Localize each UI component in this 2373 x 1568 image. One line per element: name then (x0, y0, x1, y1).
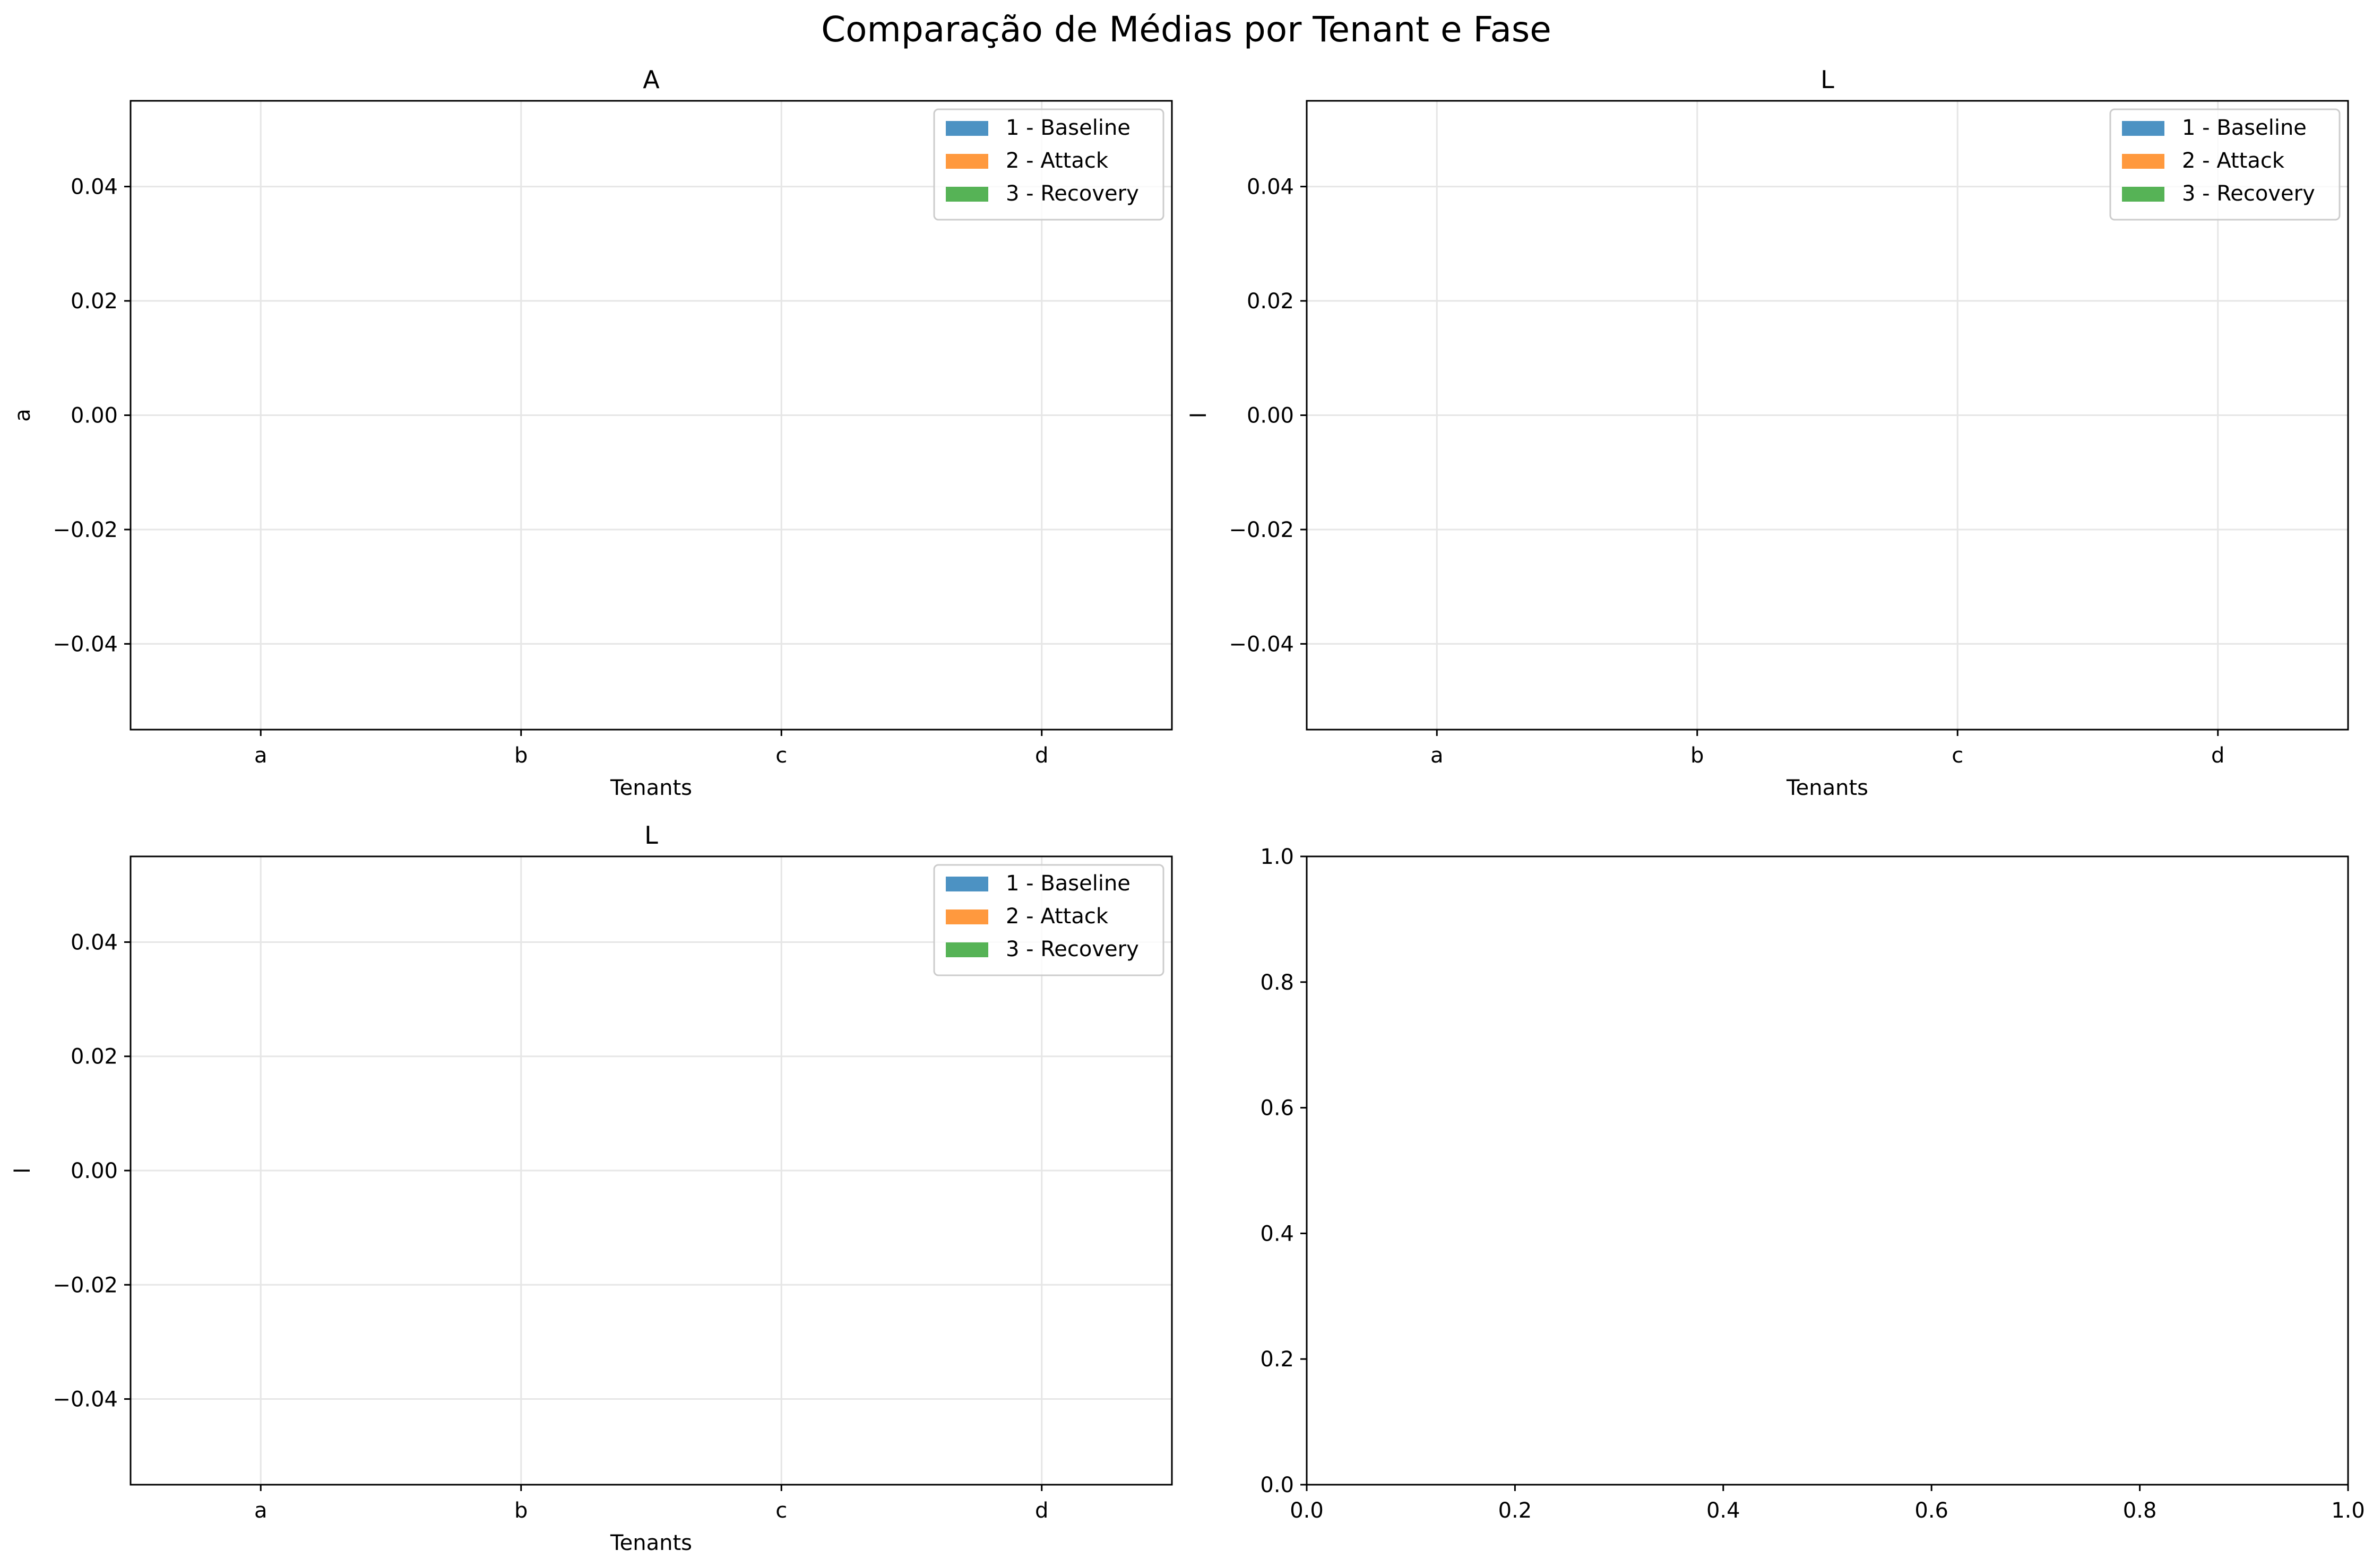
legend-label: 1 - Baseline (2182, 116, 2307, 140)
subplot-title: L (1820, 65, 1834, 94)
y-tick-label: 0.04 (1247, 175, 1294, 200)
x-tick-label: c (775, 1498, 787, 1523)
subplot-title: A (643, 65, 660, 94)
y-tick-label: 0.6 (1260, 1096, 1294, 1121)
x-tick-label: 0.8 (2123, 1498, 2157, 1523)
legend: 1 - Baseline 2 - Attack 3 - Recovery (933, 108, 1164, 221)
y-tick-label: 0.00 (71, 1159, 118, 1183)
legend-label: 2 - Attack (1006, 904, 1109, 929)
legend-label: 2 - Attack (2182, 149, 2285, 173)
subplot-title: L (644, 821, 658, 850)
y-axis-label: a (11, 409, 35, 422)
x-tick-label: a (254, 743, 267, 768)
x-tick-label: a (254, 1498, 267, 1523)
legend-frame (933, 108, 1164, 221)
legend-frame (933, 864, 1164, 976)
y-tick-label: −0.04 (53, 632, 118, 656)
legend-label: 1 - Baseline (1006, 116, 1131, 140)
legend-label: 3 - Recovery (2182, 181, 2315, 206)
y-tick-label: 0.8 (1260, 971, 1294, 995)
x-tick-label: 0.2 (1498, 1498, 1532, 1523)
y-tick-label: −0.04 (53, 1388, 118, 1412)
y-tick-label: 1.0 (1260, 845, 1294, 869)
legend: 1 - Baseline 2 - Attack 3 - Recovery (933, 864, 1164, 976)
legend-frame (2109, 108, 2341, 221)
y-tick-label: 0.00 (71, 404, 118, 428)
x-tick-label: b (514, 743, 528, 768)
subplot-grid: a b c d −0.04 −0.02 0.00 0.02 0.04 A Tenants a 1 - B… (11, 65, 2365, 1555)
y-tick-label: −0.04 (1229, 632, 1294, 656)
axes-frame (1306, 855, 2349, 1486)
x-axis-label: Tenants (610, 1531, 692, 1555)
y-tick-label: 0.04 (71, 930, 118, 955)
x-tick-label: c (1952, 743, 1963, 768)
x-tick-label: 0.6 (1914, 1498, 1948, 1523)
legend-label: 2 - Attack (1006, 149, 1109, 173)
y-tick-label: 0.04 (71, 175, 118, 200)
y-tick-label: −0.02 (1229, 518, 1294, 542)
x-tick-label: b (514, 1498, 528, 1523)
y-axis-label: l (1187, 412, 1211, 418)
legend-swatch (946, 909, 988, 924)
y-axis-label: l (11, 1167, 35, 1173)
x-tick-label: 1.0 (2331, 1498, 2365, 1523)
legend-swatch (2122, 187, 2164, 202)
figure-suptitle: Comparação de Médias por Tenant e Fase (821, 9, 1551, 50)
legend-swatch (946, 121, 988, 136)
x-tick-label: d (1035, 743, 1048, 768)
x-tick-label: d (2211, 743, 2224, 768)
x-tick-label: c (775, 743, 787, 768)
subplot-3: a b c d −0.04 −0.02 0.00 0.02 0.04 L Tenants l 1 - B… (11, 821, 1173, 1555)
x-tick-label: d (1035, 1498, 1048, 1523)
legend-swatch (946, 187, 988, 202)
x-tick-label: 0.0 (1290, 1498, 1324, 1523)
legend: 1 - Baseline 2 - Attack 3 - Recovery (2109, 108, 2341, 221)
subplot-4: 0.0 0.2 0.4 0.6 0.8 1.0 0.0 0.2 0.4 0.6 0.8 1.0 (1260, 845, 2365, 1523)
y-tick-label: −0.02 (53, 1273, 118, 1297)
subplot-2: a b c d −0.04 −0.02 0.00 0.02 0.04 L Tenants l 1 - B… (1187, 65, 2349, 800)
x-axis-label: Tenants (610, 776, 692, 800)
x-tick-label: a (1430, 743, 1444, 768)
legend-swatch (2122, 121, 2164, 136)
subplot-1: a b c d −0.04 −0.02 0.00 0.02 0.04 A Tenants a 1 - B… (11, 65, 1173, 800)
y-tick-label: 0.00 (1247, 404, 1294, 428)
y-tick-label: 0.02 (71, 289, 118, 314)
legend-label: 3 - Recovery (1006, 937, 1139, 961)
legend-label: 1 - Baseline (1006, 871, 1131, 896)
legend-swatch (946, 154, 988, 169)
y-tick-label: 0.02 (1247, 289, 1294, 314)
legend-swatch (946, 877, 988, 891)
x-axis-label: Tenants (1786, 776, 1868, 800)
y-tick-label: 0.0 (1260, 1473, 1294, 1497)
x-tick-label: 0.4 (1706, 1498, 1740, 1523)
y-tick-label: 0.4 (1260, 1222, 1294, 1246)
x-tick-label: b (1690, 743, 1704, 768)
legend-label: 3 - Recovery (1006, 181, 1139, 206)
y-tick-label: 0.02 (71, 1045, 118, 1069)
legend-swatch (946, 942, 988, 957)
y-tick-label: 0.2 (1260, 1347, 1294, 1372)
legend-swatch (2122, 154, 2164, 169)
y-tick-label: −0.02 (53, 518, 118, 542)
